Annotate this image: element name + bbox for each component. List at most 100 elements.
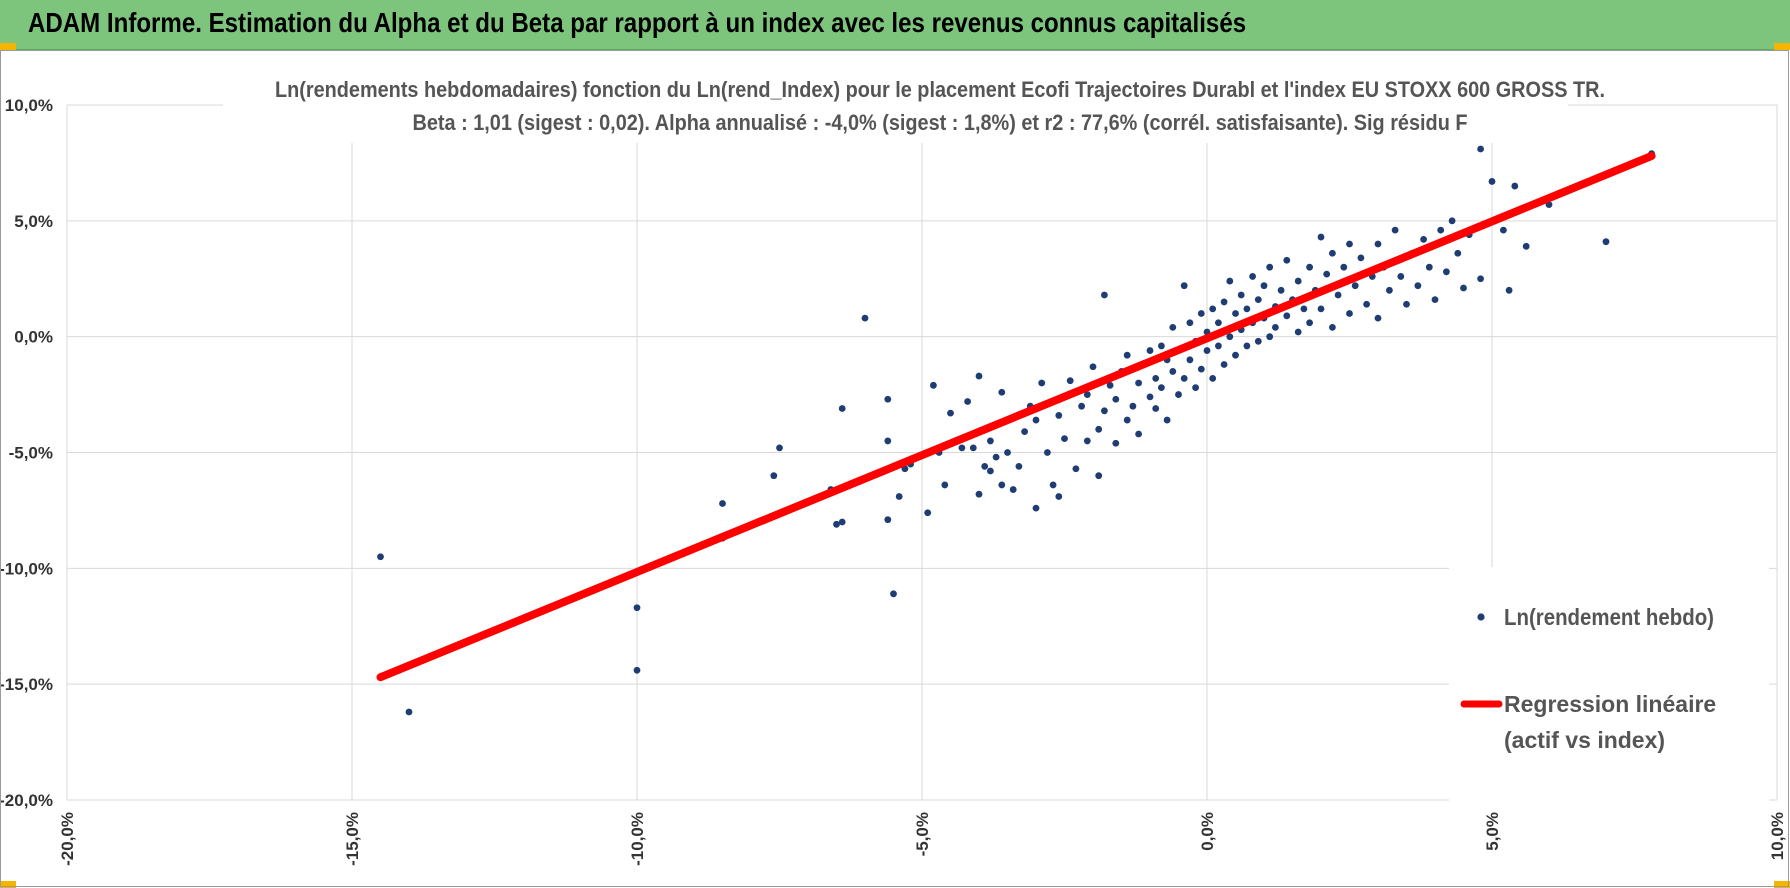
scatter-point [1340, 263, 1348, 271]
scatter-point [1283, 312, 1291, 320]
scatter-point [1266, 333, 1274, 341]
scatter-point [1317, 233, 1325, 241]
x-tick-label: -20,0% [58, 812, 77, 866]
scatter-point [1391, 226, 1399, 234]
scatter-point [1363, 300, 1370, 308]
scatter-point [838, 405, 846, 412]
scatter-chart: 10,0% 5,0% 0,0% -5,0% -10,0% -15,0% -20,0% -20… [1, 73, 1787, 866]
legend-label-regression: (actif vs index) [1504, 727, 1665, 753]
scatter-point [1135, 430, 1142, 438]
title-background [223, 73, 1568, 143]
scatter-point [1477, 145, 1484, 153]
scatter-point [975, 490, 983, 498]
scatter-point [633, 666, 641, 674]
scatter-point [1357, 254, 1365, 262]
scatter-point [1186, 319, 1194, 327]
scatter-point [884, 516, 892, 524]
scatter-point [1329, 249, 1336, 257]
x-axis-ticks: -20,0% -15,0% -10,0% -5,0% 0,0% 5,0% 10,0% [58, 812, 1787, 866]
scatter-point [1454, 249, 1462, 257]
scatter-point [1306, 263, 1313, 271]
scatter-point [924, 509, 932, 517]
scatter-point [1192, 384, 1199, 392]
chart-title: Ln(rendements hebdomadaires) fonction du… [223, 73, 1605, 143]
scatter-point [1055, 412, 1063, 419]
scatter-point [895, 493, 903, 500]
scatter-point [1272, 324, 1279, 331]
scatter-point [1158, 342, 1165, 350]
scatter-point [1175, 391, 1182, 398]
scatter-point [1266, 263, 1274, 271]
scatter-point [947, 409, 954, 417]
scatter-point [1386, 286, 1393, 294]
scatter-point [1152, 374, 1160, 382]
scatter-point [1078, 402, 1085, 410]
scatter-point [884, 395, 892, 403]
scatter-point [377, 553, 384, 561]
scatter-point [1294, 277, 1302, 285]
scatter-point [1522, 242, 1530, 250]
scatter-point [987, 437, 994, 445]
scatter-point [1015, 463, 1023, 470]
scatter-point [1163, 416, 1171, 424]
legend-label-regression: Regression linéaire [1504, 691, 1716, 717]
scatter-point [1226, 277, 1234, 285]
y-tick-label: 5,0% [14, 212, 53, 231]
scatter-point [1135, 379, 1142, 387]
scatter-point [1049, 481, 1057, 489]
scatter-point [1209, 374, 1217, 382]
scatter-point [1254, 296, 1262, 303]
scatter-point [833, 520, 840, 528]
corner-marker-bottom-left [0, 881, 16, 888]
scatter-point [1083, 391, 1091, 398]
scatter-point [1237, 291, 1245, 299]
scatter-point [1232, 310, 1239, 317]
scatter-point [1112, 439, 1120, 447]
scatter-point [838, 518, 846, 526]
corner-marker-left [0, 43, 16, 50]
legend: Ln(rendement hebdo) Regression linéaire (a… [1449, 567, 1769, 807]
x-tick-label: -5,0% [913, 812, 932, 856]
scatter-point [1334, 291, 1342, 299]
scatter-point [1346, 310, 1353, 317]
scatter-point [975, 372, 983, 380]
scatter-point [1038, 379, 1046, 387]
x-tick-label: 10,0% [1768, 812, 1787, 860]
scatter-point [1123, 351, 1131, 359]
scatter-point [1004, 449, 1011, 456]
scatter-point [1101, 291, 1108, 299]
scatter-point [1488, 178, 1496, 185]
chart-title-line: Ln(rendements hebdomadaires) fonction du… [275, 77, 1605, 102]
scatter-point [1112, 395, 1120, 403]
y-tick-label: -5,0% [9, 444, 53, 463]
legend-background [1449, 567, 1769, 807]
scatter-point [1425, 263, 1433, 271]
scatter-point [1351, 282, 1359, 290]
scatter-point [1123, 416, 1131, 424]
scatter-point [1500, 226, 1507, 234]
scatter-point [987, 467, 994, 475]
y-tick-label: -10,0% [1, 559, 53, 578]
scatter-point [1317, 305, 1325, 313]
scatter-point [1283, 256, 1291, 264]
scatter-point [1197, 365, 1205, 373]
scatter-point [1249, 273, 1256, 280]
scatter-point [1032, 504, 1040, 512]
chart-subtitle-line: Beta : 1,01 (sigest : 0,02). Alpha annua… [413, 110, 1468, 135]
scatter-point [1460, 284, 1467, 292]
scatter-point [1477, 275, 1484, 283]
scatter-point [1220, 298, 1228, 306]
scatter-point [1215, 319, 1222, 327]
scatter-point [1329, 324, 1336, 331]
scatter-point [1420, 235, 1427, 243]
scatter-point [770, 472, 778, 480]
scatter-point [992, 453, 1000, 461]
scatter-point [1443, 268, 1450, 276]
scatter-point [1032, 416, 1040, 424]
scatter-point [1243, 342, 1251, 350]
regression-line [376, 151, 1656, 682]
scatter-point [964, 398, 971, 405]
scatter-point [1095, 472, 1103, 480]
scatter-point [890, 590, 897, 598]
scatter-point [633, 604, 641, 612]
